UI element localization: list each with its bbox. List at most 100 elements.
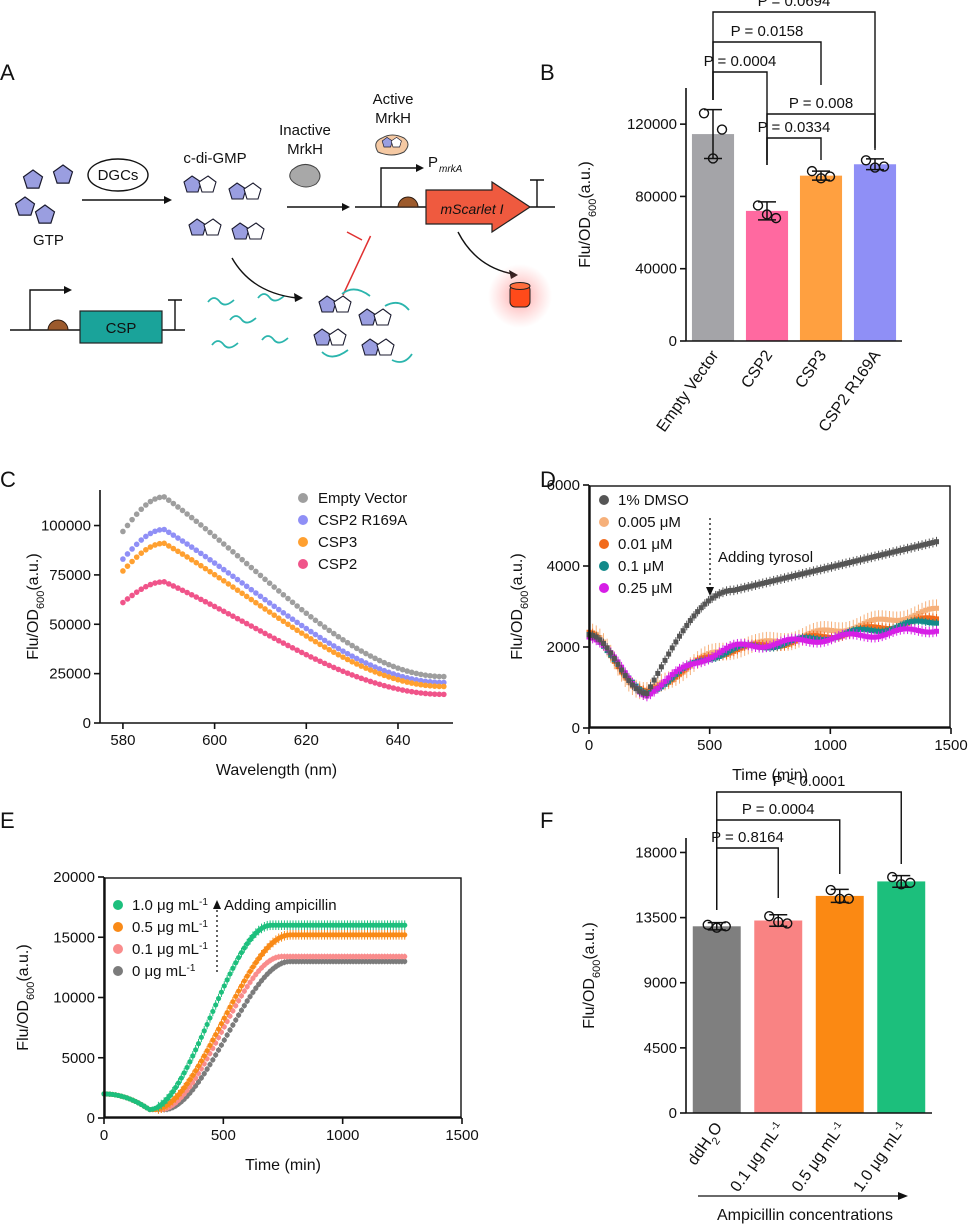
data-point — [193, 1047, 199, 1053]
y-tick-label: 4500 — [644, 1040, 677, 1057]
data-point — [767, 579, 773, 585]
spectrum-point — [188, 556, 195, 563]
x-tick-label: 640 — [385, 732, 410, 749]
spectrum-point — [308, 628, 314, 635]
data-point — [764, 910, 775, 922]
legend-marker — [298, 537, 308, 547]
data-point — [796, 636, 802, 642]
bar — [691, 134, 735, 341]
spectrum-point — [363, 677, 369, 683]
spectrum-point — [335, 645, 342, 652]
data-point — [901, 547, 907, 553]
legend-marker — [599, 495, 609, 505]
spectrum-point — [317, 634, 323, 641]
data-point — [814, 567, 820, 573]
spectrum-point — [326, 662, 333, 669]
bar — [745, 210, 789, 341]
spectrum-point — [395, 676, 401, 683]
concentration-arrowhead — [898, 1192, 908, 1200]
spectrum-point — [308, 654, 314, 660]
spectrum-point — [294, 627, 300, 634]
spectrum-point — [395, 686, 401, 692]
spectrum-point — [271, 584, 278, 590]
spectrum-point — [367, 667, 374, 673]
spectrum-point — [404, 675, 410, 681]
data-point — [839, 561, 845, 567]
legend-marker — [298, 515, 308, 525]
spectrum-point — [165, 543, 172, 549]
data-point — [868, 627, 874, 633]
spectrum-point — [184, 511, 190, 517]
spectrum-point — [413, 677, 420, 683]
data-point — [770, 212, 782, 224]
legend-marker — [113, 900, 123, 910]
spectrum-point — [220, 566, 227, 573]
data-point — [250, 989, 256, 995]
spectrum-point — [198, 522, 204, 528]
data-point — [908, 626, 914, 632]
y-tick-label: 50000 — [49, 616, 91, 633]
spectrum-point — [207, 556, 213, 563]
data-point — [640, 690, 646, 696]
spectrum-point — [275, 637, 282, 644]
spectrum-point — [312, 617, 319, 624]
data-point — [720, 647, 726, 653]
data-point — [923, 607, 929, 613]
x-tick-label: 500 — [697, 737, 722, 754]
data-point — [905, 626, 911, 632]
data-point — [626, 678, 632, 684]
spectrum-point — [234, 587, 241, 593]
y-axis-label: Flu/OD600(a.u.) — [25, 553, 47, 659]
legend-marker — [113, 944, 123, 954]
data-point — [894, 548, 900, 554]
csp-peptides-icon — [207, 293, 289, 349]
data-point — [669, 672, 675, 678]
spectrum-point — [202, 598, 209, 605]
data-point — [597, 637, 603, 643]
spectrum-point — [271, 635, 278, 642]
data-point — [181, 1070, 187, 1076]
y-tick-label: 0 — [572, 720, 580, 737]
data-point — [901, 626, 907, 632]
data-point — [858, 557, 863, 563]
spectrum-point — [152, 542, 158, 548]
spectrum-point — [216, 537, 222, 543]
csp-gene-icon — [79, 310, 163, 344]
data-point — [724, 588, 730, 594]
data-point — [716, 124, 728, 135]
spectrum-point — [326, 646, 333, 653]
data-point — [705, 598, 711, 604]
spectrum-point — [230, 573, 236, 580]
spectrum-point — [367, 653, 374, 659]
spectrum-point — [349, 653, 355, 659]
data-point — [677, 666, 682, 672]
annotation-arrowhead — [213, 900, 221, 909]
cdigmp-label: c-di-GMP — [183, 150, 246, 167]
data-point — [872, 617, 878, 623]
spectrum-point — [138, 586, 145, 593]
spectrum-point — [280, 640, 287, 646]
data-point — [829, 627, 835, 633]
spectrum-point — [184, 541, 190, 547]
data-point — [655, 685, 661, 691]
spectrum-point — [156, 540, 163, 547]
spectrum-point — [266, 633, 273, 639]
data-point — [749, 643, 755, 649]
panel-label-b: B — [540, 60, 555, 85]
data-point — [238, 993, 245, 999]
cdigmp-dimer-icon — [231, 222, 265, 240]
y-tick-label: 13500 — [635, 910, 677, 927]
spectrum-point — [230, 584, 236, 590]
data-point — [611, 655, 617, 661]
gtp-label: GTP — [33, 232, 64, 249]
spectrum-point — [294, 603, 300, 609]
data-point — [716, 650, 722, 656]
x-tick-label: 0 — [100, 1127, 108, 1144]
data-point — [800, 637, 806, 643]
data-point — [926, 619, 932, 625]
spectrum-point — [363, 650, 369, 657]
terminator-icon — [530, 179, 544, 207]
data-point — [593, 634, 599, 640]
data-point — [204, 1066, 210, 1072]
spectrum-point — [321, 637, 328, 644]
